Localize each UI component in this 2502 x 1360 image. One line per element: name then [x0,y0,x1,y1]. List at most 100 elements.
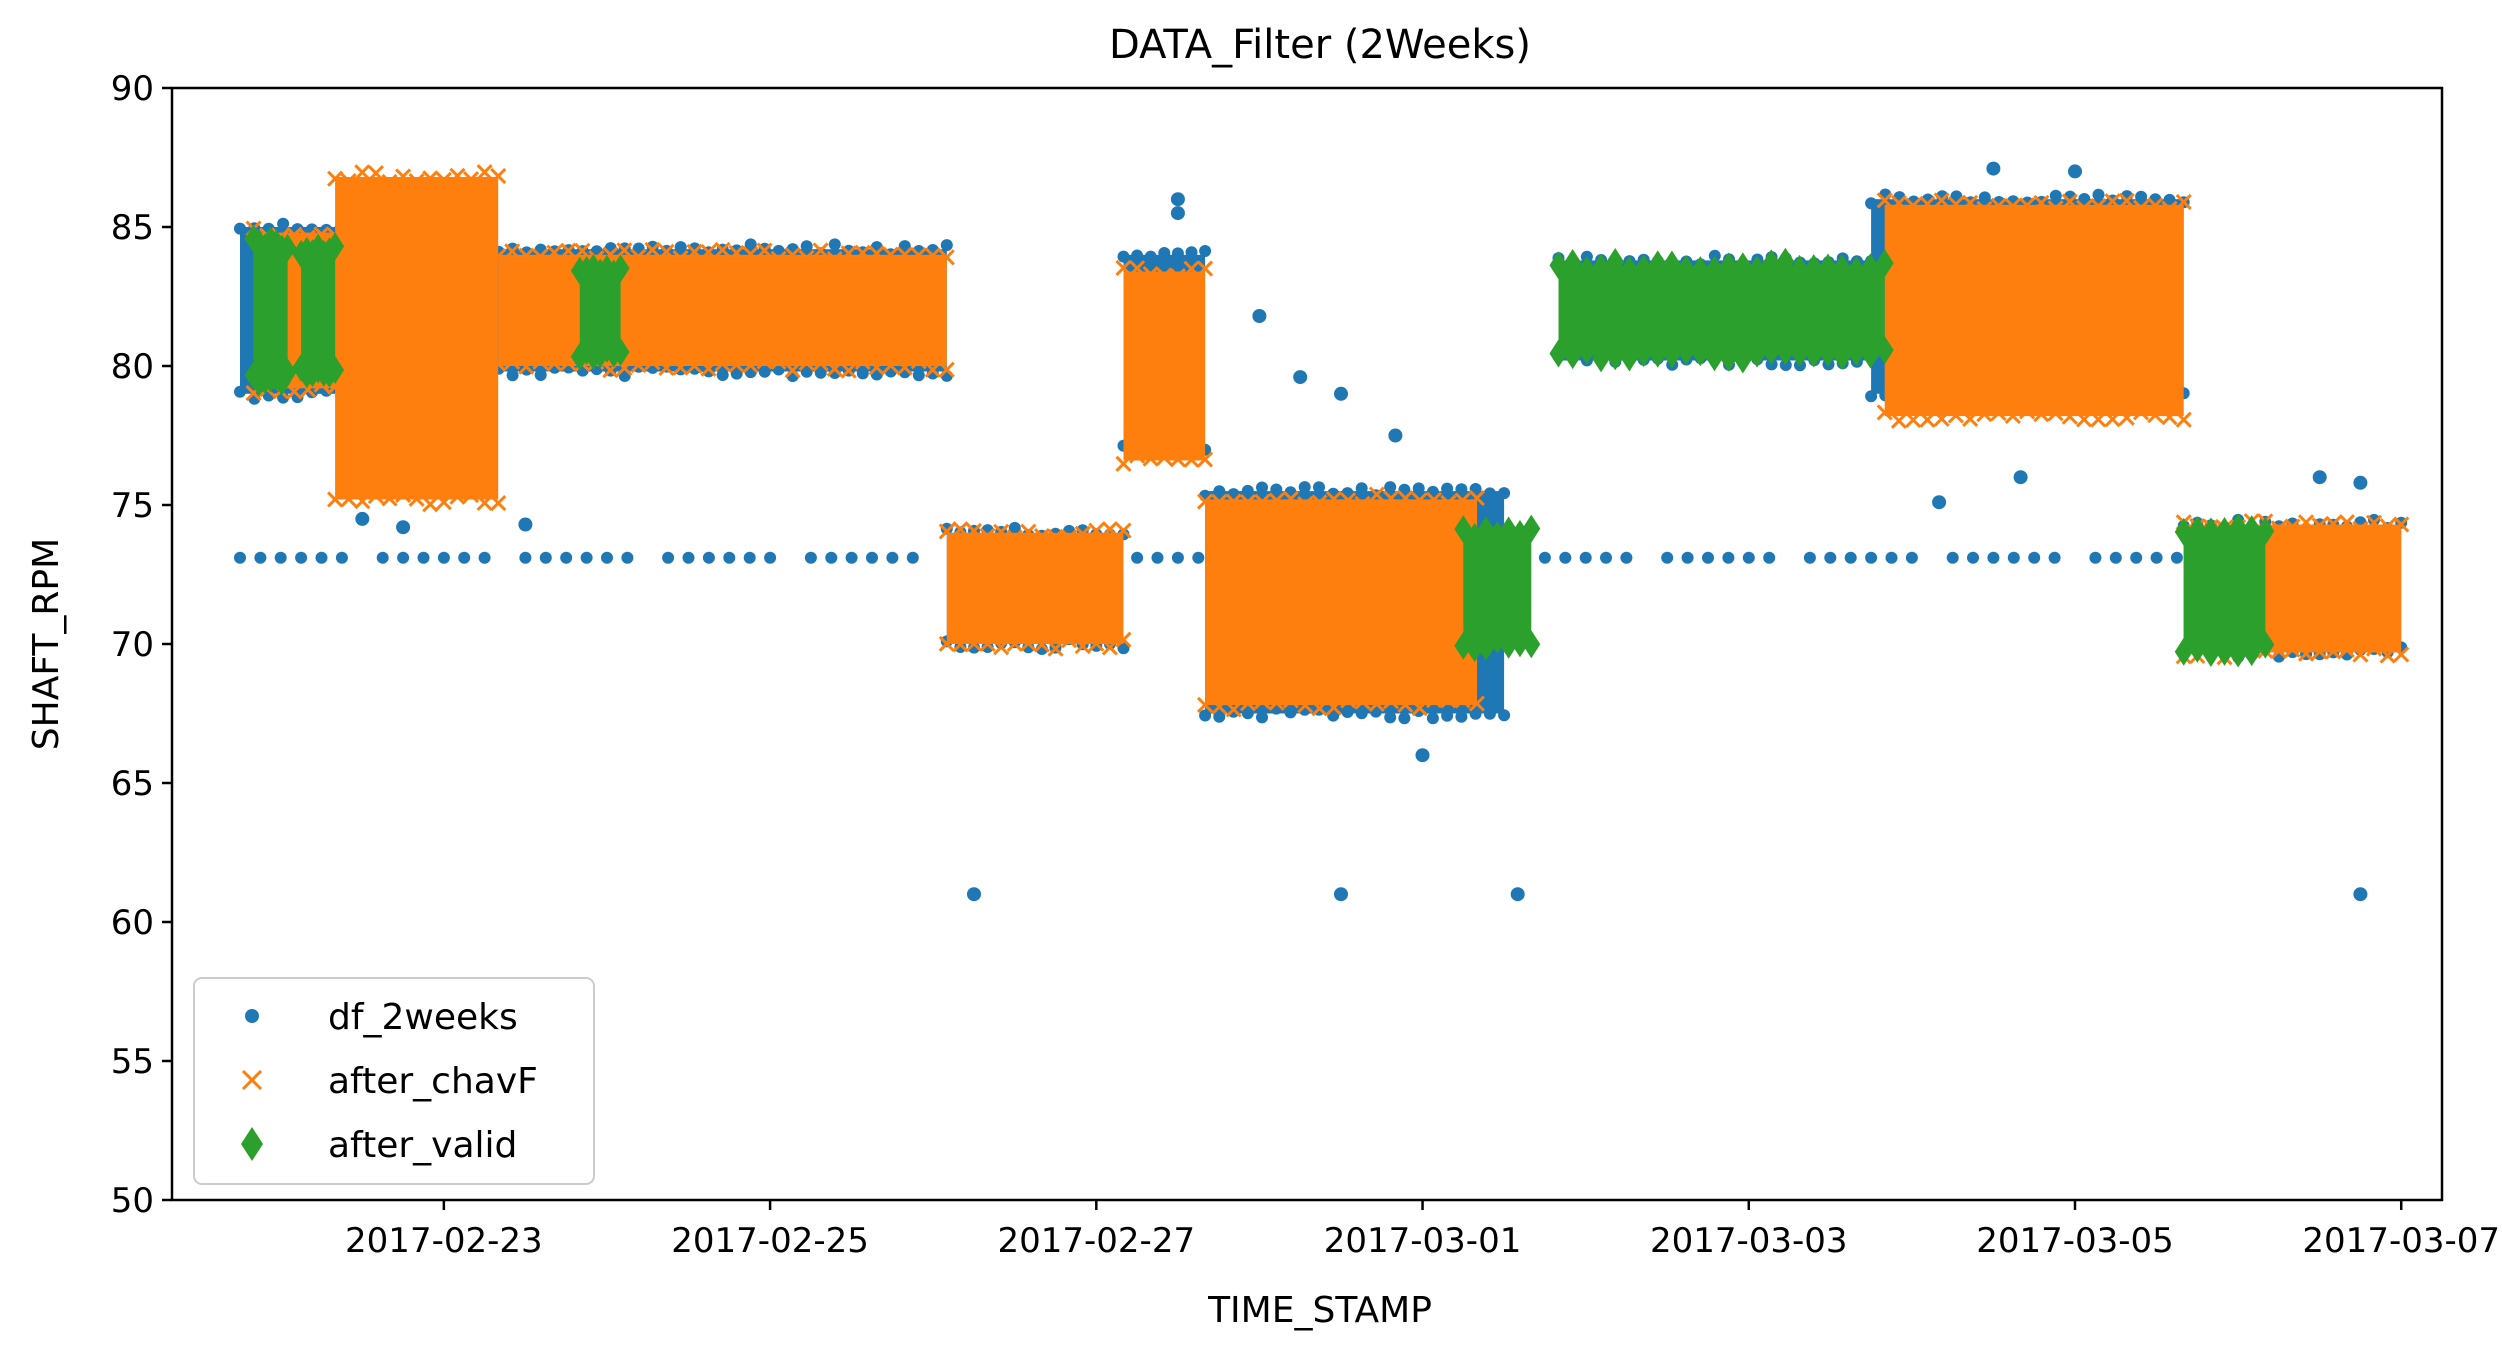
series-after_chavF-point [1905,197,1922,214]
series-after_valid-point [2188,516,2207,545]
series-df_2weeks-point [1131,551,1144,564]
series-after_chavF-point [2004,407,2021,425]
y-tick-label: 80 [111,347,154,387]
series-after_chavF-point [1033,636,1051,653]
series-after_chavF-point [672,249,689,267]
series-after_chavF-point [952,521,969,538]
series-after_valid-point [326,356,345,385]
series-df_2weeks-point [744,238,757,251]
series-after_chavF-point [435,171,452,188]
series-after_chavF-point [518,247,535,264]
series-after_chavF-point [2147,197,2164,214]
series-df_2weeks-point [1185,246,1198,259]
series-after_chavF-point [2090,198,2107,215]
series-after_chavF-point [1268,492,1285,509]
series-df_2weeks-point [1256,481,1268,494]
series-after_chavF-point [2118,192,2135,209]
series-df_2weeks-point [1252,309,1267,323]
series-df_2weeks-point [2013,470,2028,485]
series-df_2weeks-point [2007,551,2020,564]
series-after_chavF-point [993,523,1010,540]
series-after_chavF-point [1225,493,1242,510]
series-df_2weeks-point [2048,551,2061,564]
series-after_chavF-point [1325,699,1342,716]
series-after_chavF-point [1196,260,1214,277]
series-after_valid-point [1776,337,1795,366]
series-df_2weeks-point [2092,188,2105,201]
series-df_2weeks-point [1441,482,1454,495]
series-df_2weeks-point [1426,712,1439,725]
series-after_valid-point [1748,339,1767,368]
series-after_chavF-point [2161,200,2178,217]
y-tick-label: 55 [111,1042,154,1082]
series-after_chavF-point [327,170,344,187]
series-after_valid-point [1558,265,1885,355]
series-df_2weeks-point [1987,551,2000,564]
series-df_2weeks-point [940,239,953,252]
series-after_chavF-point [1006,529,1023,546]
y-axis: 50 55 60 65 70 75 80 85 90 [111,69,172,1221]
series-after_chavF-point [868,245,885,262]
y-tick-label: 90 [111,69,154,109]
series-df_2weeks-point [254,551,267,564]
series-after_chavF-point [965,522,983,540]
series-after_chavF-point [2352,646,2369,663]
series-after_chavF-point [2175,193,2192,211]
series-after_chavF-point [826,360,843,377]
series-df_2weeks-point [2130,551,2143,564]
x-tick-label: 2017-02-25 [671,1221,869,1261]
series-df_2weeks-point [1341,706,1354,718]
series-after_valid-point [2256,517,2275,546]
series-after_chavF-point [2047,405,2064,422]
series-after_chavF-point [1239,695,1257,712]
series-df_2weeks-point [825,551,838,564]
series-df_2weeks-point [800,365,813,378]
series-after_chavF-point [2132,404,2150,421]
legend-label-after_valid: after_valid [328,1125,517,1166]
series-after_valid-point [1620,343,1639,372]
series-df_2weeks-point [277,217,290,230]
series-df_2weeks-point [2170,551,2183,564]
series-after_valid-point [1733,345,1752,374]
series-after_valid-point [2242,638,2261,667]
series-df_2weeks-point [1986,161,2001,176]
series-df_2weeks-point [1702,551,1714,564]
series-after_chavF-point [2284,518,2301,535]
series-after_chavF-point [2090,411,2107,428]
series-after_chavF-point [462,486,480,504]
series-after_valid-point [1847,338,1866,367]
series-after_valid-point [278,233,297,262]
series-after_chavF-point [2365,514,2383,531]
series-after_chavF-point [381,490,398,507]
series-df_2weeks-point [1865,197,1878,210]
series-df_2weeks-point [2150,551,2163,564]
series-after_chavF-point [756,353,773,370]
series-df_2weeks-point [688,242,701,255]
series-after_chavF-point [728,356,745,373]
series-after_valid-point [1634,254,1653,283]
series-after_chavF-point [2311,643,2328,660]
series-df_2weeks-point [601,551,613,564]
series-df_2weeks-point [898,240,911,253]
series-after_valid-point [1648,339,1667,368]
series-after_chavF-point [1411,492,1428,509]
series-after_chavF [245,164,2410,718]
series-df_2weeks-point [2089,551,2102,564]
series-df_2weeks-point [2109,551,2122,564]
series-df_2weeks-point [1661,551,1674,564]
series-after_valid-point [253,243,288,378]
series-after_chavF-point [714,241,731,259]
series-after_chavF-point [1425,692,1443,709]
series-df_2weeks-point [1483,707,1496,720]
series-after_chavF-point [742,245,759,263]
series-after_chavF-point [644,241,661,258]
series-after_chavF-point [882,246,899,263]
series-after_chavF-point [490,494,507,512]
series-df_2weeks-point [1498,709,1511,722]
series-after_valid-point [1818,338,1837,367]
series-after_chavF-point [2019,403,2036,420]
series-after_chavF-point [2004,198,2021,215]
series-df_2weeks-point [291,223,304,236]
series-after_chavF-point [518,358,535,375]
series-after_valid-point [309,233,328,262]
